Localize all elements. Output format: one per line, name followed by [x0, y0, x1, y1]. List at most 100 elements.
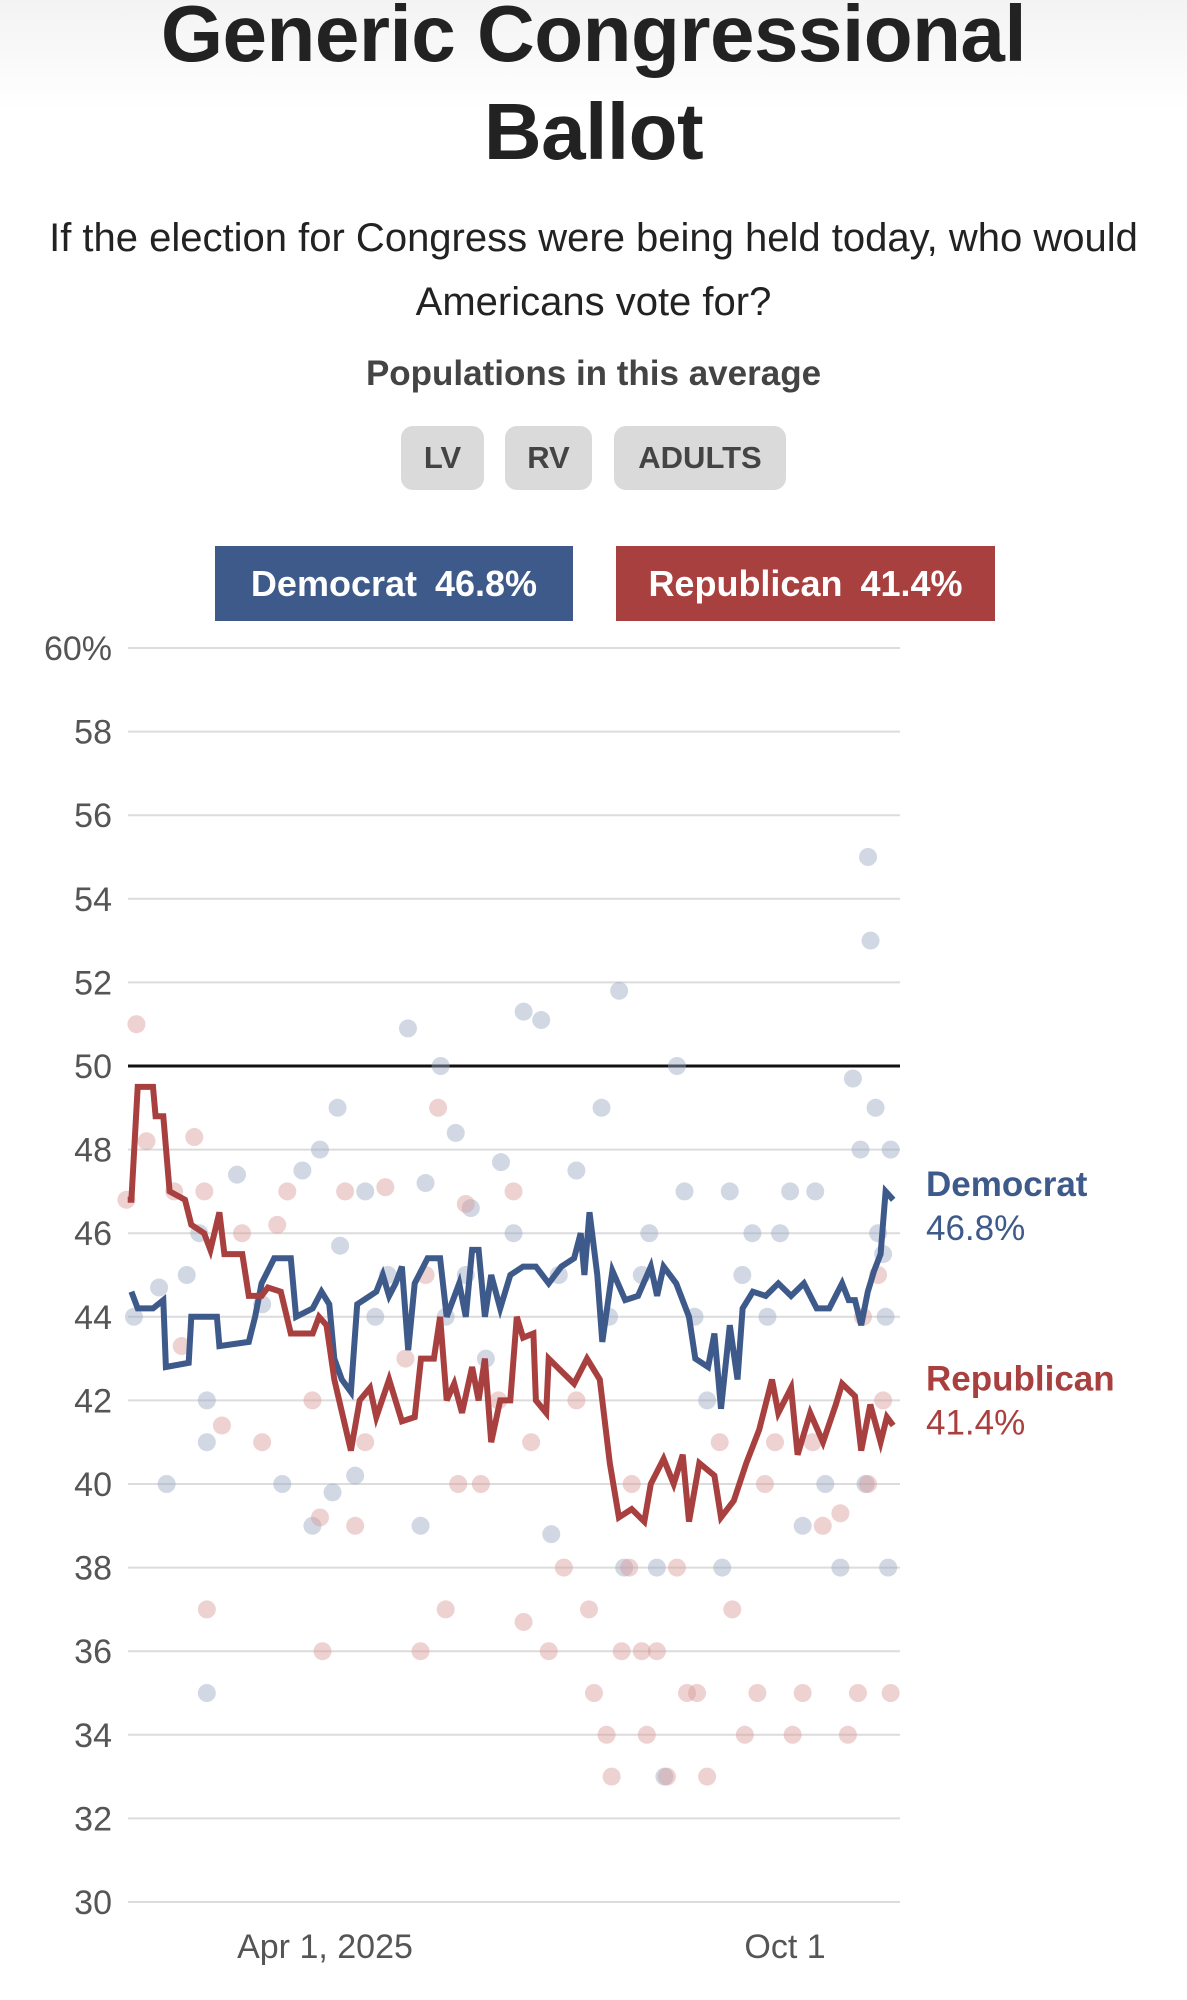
poll-dot-republican [848, 1684, 867, 1702]
legend-republican[interactable]: Republican 41.4% [616, 546, 995, 621]
poll-dot-democrat [610, 981, 629, 1000]
poll-dot-republican [233, 1224, 252, 1243]
end-value-republican: 41.4% [926, 1403, 1025, 1442]
x-tick-label: Apr 1, 2025 [237, 1928, 413, 1966]
poll-dot-republican [127, 1015, 146, 1034]
poll-dot-republican [313, 1642, 332, 1661]
poll-dot-democrat [431, 1057, 450, 1075]
poll-dot-republican [376, 1178, 395, 1197]
poll-dot-republican [657, 1767, 676, 1786]
poll-dot-republican [197, 1600, 216, 1619]
poll-dot-democrat [758, 1307, 777, 1326]
poll-dot-democrat [197, 1391, 216, 1410]
poll-dot-republican [310, 1508, 329, 1527]
poll-dot-democrat [615, 1558, 634, 1577]
y-tick-label: 52 [74, 964, 112, 1002]
poll-dot-republican [456, 1194, 475, 1213]
x-tick-label: Oct 1 [744, 1928, 825, 1966]
poll-dot-democrat [398, 1019, 417, 1038]
poll-dot-democrat [675, 1182, 694, 1201]
population-pill-rv[interactable]: RV [505, 426, 592, 490]
y-axis-ticks: 60% 58 56 54 52 50 48 46 44 42 40 38 36 34 32 30 [44, 630, 112, 1922]
poll-dot-democrat [743, 1224, 762, 1243]
poll-dot-democrat [831, 1558, 850, 1577]
poll-dot-democrat [446, 1123, 465, 1142]
poll-dot-democrat [881, 1140, 900, 1159]
poll-dot-democrat [310, 1140, 329, 1159]
poll-dot-democrat [859, 848, 878, 866]
poll-dot-republican [688, 1684, 707, 1702]
y-tick-label: 44 [74, 1299, 112, 1337]
end-labels: Democrat 46.8% Republican 41.4% [926, 1165, 1115, 1443]
poll-dot-republican [356, 1433, 375, 1452]
y-tick-label: 46 [74, 1215, 112, 1253]
poll-dot-democrat [781, 1182, 800, 1201]
poll-dot-republican [554, 1558, 573, 1577]
poll-dot-democrat [733, 1266, 752, 1284]
poll-dot-democrat [861, 931, 880, 950]
poll-dot-democrat [491, 1153, 510, 1172]
poll-dot-republican [813, 1516, 832, 1535]
y-tick-label: 54 [74, 881, 112, 919]
poll-dot-democrat [150, 1278, 169, 1297]
poll-dot-republican [632, 1642, 651, 1661]
population-pill-lv[interactable]: LV [401, 426, 484, 490]
poll-dot-democrat [273, 1475, 292, 1493]
poll-dot-democrat [532, 1011, 551, 1030]
y-tick-label: 60% [44, 630, 112, 668]
poll-dot-republican [195, 1182, 214, 1201]
poll-dot-democrat [851, 1140, 870, 1159]
population-pill-adults[interactable]: ADULTS [614, 426, 786, 490]
poll-dot-democrat [647, 1558, 666, 1577]
poll-dot-democrat [514, 1002, 533, 1021]
poll-dot-republican [396, 1349, 415, 1368]
poll-dot-democrat [346, 1466, 365, 1485]
poll-dot-republican [346, 1516, 365, 1535]
page-subtitle: If the election for Congress were being … [49, 216, 1138, 324]
poll-dot-republican [429, 1098, 448, 1117]
legend-republican-value: 41.4% [860, 563, 963, 604]
poll-dot-republican [504, 1182, 523, 1201]
poll-dot-republican [622, 1475, 641, 1493]
end-label-democrat: Democrat [926, 1165, 1088, 1204]
legend-democrat[interactable]: Democrat 46.8% [215, 546, 573, 621]
end-value-democrat: 46.8% [926, 1209, 1025, 1248]
poll-dot-republican [637, 1725, 656, 1744]
poll-dot-democrat [303, 1516, 322, 1535]
poll-dot-democrat [713, 1558, 732, 1577]
y-tick-label: 58 [74, 714, 112, 752]
poll-dot-republican [584, 1684, 603, 1702]
poll-dot-republican [803, 1433, 822, 1452]
poll-dot-democrat [698, 1391, 717, 1410]
gridlines [128, 647, 900, 1903]
y-tick-label: 40 [74, 1466, 112, 1504]
populations-label: Populations in this average [365, 354, 822, 393]
poll-dot-democrat [866, 1098, 885, 1117]
y-tick-label: 32 [74, 1800, 112, 1838]
poll-dot-republican [567, 1391, 586, 1410]
poll-dot-republican [647, 1642, 666, 1661]
line-republican [127, 1083, 896, 1528]
poll-dot-democrat [876, 1307, 895, 1326]
poll-dot-democrat [411, 1516, 430, 1535]
legend-republican-name: Republican [648, 563, 843, 604]
poll-dot-democrat [856, 1475, 875, 1493]
legend-democrat-name: Democrat [250, 563, 417, 604]
page-title-line1: Generic Congressional [160, 0, 1027, 78]
poll-dot-democrat [667, 1057, 686, 1075]
poll-dot-republican [303, 1391, 322, 1410]
end-label-republican: Republican [926, 1359, 1115, 1398]
poll-dot-democrat [197, 1684, 216, 1702]
y-tick-label: 30 [74, 1884, 112, 1922]
poll-dot-republican [793, 1684, 812, 1702]
poll-dot-republican [336, 1182, 355, 1201]
poll-dot-democrat [879, 1558, 898, 1577]
poll-dot-democrat [504, 1224, 523, 1243]
poll-dot-democrat [592, 1098, 611, 1117]
poll-dot-republican [667, 1558, 686, 1577]
page-title-line2: Ballot [483, 87, 704, 176]
poll-dot-republican [212, 1416, 231, 1435]
poll-dot-republican [602, 1767, 621, 1786]
y-tick-label: 42 [74, 1382, 112, 1420]
y-tick-label: 34 [74, 1717, 112, 1755]
